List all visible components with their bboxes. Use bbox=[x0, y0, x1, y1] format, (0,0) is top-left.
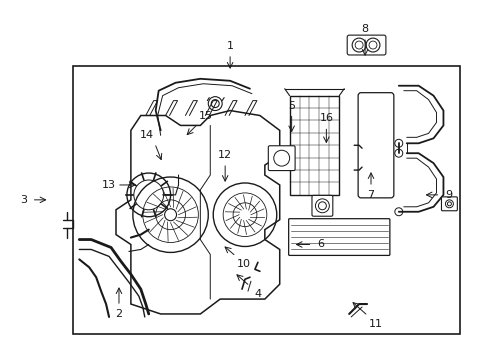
Text: 6: 6 bbox=[316, 239, 323, 249]
Bar bbox=[73, 66, 459, 334]
Text: 12: 12 bbox=[218, 150, 232, 160]
Text: 10: 10 bbox=[237, 259, 250, 269]
Text: 13: 13 bbox=[102, 180, 116, 190]
Text: 15: 15 bbox=[199, 111, 213, 121]
FancyBboxPatch shape bbox=[346, 35, 385, 55]
Text: 2: 2 bbox=[115, 309, 122, 319]
Polygon shape bbox=[116, 111, 279, 314]
FancyBboxPatch shape bbox=[311, 195, 332, 216]
Text: 16: 16 bbox=[319, 113, 333, 123]
Text: 11: 11 bbox=[368, 319, 382, 329]
Text: 7: 7 bbox=[366, 190, 374, 200]
Text: 9: 9 bbox=[444, 190, 451, 200]
Text: 5: 5 bbox=[287, 100, 295, 111]
FancyBboxPatch shape bbox=[357, 93, 393, 198]
FancyBboxPatch shape bbox=[288, 219, 389, 255]
Text: 4: 4 bbox=[254, 289, 261, 299]
FancyBboxPatch shape bbox=[268, 146, 294, 171]
FancyBboxPatch shape bbox=[441, 197, 456, 211]
Text: 3: 3 bbox=[20, 195, 27, 205]
Text: 14: 14 bbox=[140, 130, 154, 140]
Text: 1: 1 bbox=[226, 41, 233, 51]
Text: 8: 8 bbox=[361, 24, 368, 34]
Bar bbox=[289, 96, 339, 195]
